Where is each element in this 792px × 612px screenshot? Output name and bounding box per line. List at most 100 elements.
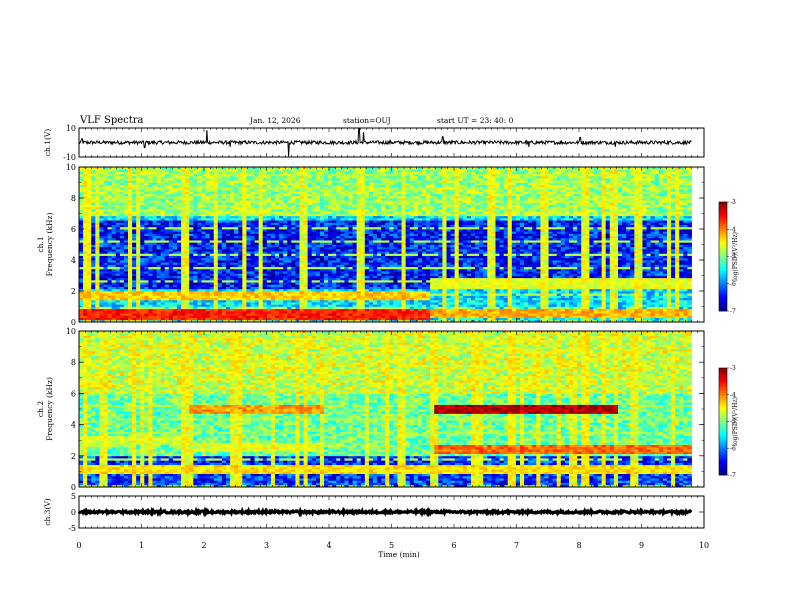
- ch1-spectrogram-panel: 0246810ch.1 Frequency (kHz): [36, 163, 704, 327]
- spectrogram-cell: [91, 207, 95, 210]
- spectrogram-cell: [271, 171, 275, 174]
- spectrogram-cell: [234, 233, 238, 236]
- spectrogram-cell: [316, 300, 320, 303]
- spectrogram-cell: [136, 284, 140, 287]
- spectrogram-cell: [259, 289, 263, 292]
- spectrogram-cell: [124, 269, 128, 272]
- spectrogram-cell: [226, 171, 230, 174]
- spectrogram-cell: [169, 222, 173, 225]
- spectrogram-cell: [202, 280, 206, 283]
- spectrogram-cell: [214, 202, 218, 205]
- spectrogram-cell: [173, 258, 177, 261]
- spectrogram-cell: [189, 233, 193, 236]
- spectrogram-cell: [349, 171, 353, 174]
- spectrogram-cell: [128, 238, 132, 241]
- spectrogram-cell: [206, 269, 210, 272]
- spectrogram-cell: [189, 196, 193, 199]
- spectrogram-cell: [275, 180, 279, 183]
- spectrogram-cell: [169, 315, 173, 318]
- spectrogram-cell: [353, 253, 357, 256]
- spectrogram-cell: [226, 233, 230, 236]
- spectrogram-cell: [206, 191, 210, 194]
- spectrogram-cell: [340, 187, 344, 190]
- spectrogram-cell: [104, 300, 108, 303]
- spectrogram-cell: [222, 207, 226, 210]
- spectrogram-cell: [316, 227, 320, 230]
- spectrogram-cell: [169, 171, 173, 174]
- spectrogram-cell: [132, 295, 136, 298]
- spectrogram-cell: [185, 284, 189, 287]
- spectrogram-cell: [291, 222, 295, 225]
- spectrogram-cell: [108, 222, 112, 225]
- spectrogram-cell: [295, 180, 299, 183]
- spectrogram-cell: [353, 304, 357, 307]
- spectrogram-cell: [291, 269, 295, 272]
- spectrogram-cell: [120, 233, 124, 236]
- spectrogram-cell: [136, 304, 140, 307]
- spectrogram-cell: [312, 311, 316, 314]
- header-station: station=OUJ: [343, 116, 391, 125]
- spectrogram-cell: [336, 280, 340, 283]
- spectrogram-cell: [279, 273, 283, 276]
- spectrogram-cell: [287, 300, 291, 303]
- spectrogram-cell: [140, 300, 144, 303]
- spectrogram-cell: [267, 253, 271, 256]
- spectrogram-cell: [108, 238, 112, 241]
- spectrogram-cell: [340, 289, 344, 292]
- spectrogram-cell: [349, 227, 353, 230]
- spectrogram-cell: [279, 258, 283, 261]
- spectrogram-cell: [124, 187, 128, 190]
- spectrogram-cell: [214, 218, 218, 221]
- spectrogram-cell: [238, 315, 242, 318]
- spectrogram-cell: [189, 315, 193, 318]
- spectrogram-cell: [83, 233, 87, 236]
- spectrogram-cell: [320, 171, 324, 174]
- spectrogram-cell: [267, 315, 271, 318]
- spectrogram-cell: [328, 227, 332, 230]
- spectrogram-cell: [120, 269, 124, 272]
- spectrogram-cell: [128, 273, 132, 276]
- spectrogram-cell: [124, 227, 128, 230]
- spectrogram-cell: [120, 273, 124, 276]
- spectrogram-cell: [259, 284, 263, 287]
- spectrogram-cell: [197, 289, 201, 292]
- spectrogram-cell: [349, 315, 353, 318]
- spectrogram-cell: [189, 264, 193, 267]
- spectrogram-cell: [320, 289, 324, 292]
- spectrogram-cell: [263, 222, 267, 225]
- spectrogram-cell: [193, 171, 197, 174]
- spectrogram-cell: [177, 227, 181, 230]
- spectrogram-cell: [99, 218, 103, 221]
- spectrogram-cell: [214, 227, 218, 230]
- spectrogram-cell: [153, 264, 157, 267]
- spectrogram-cell: [353, 176, 357, 179]
- spectrogram-cell: [267, 207, 271, 210]
- y-tick-label: 10: [66, 124, 76, 133]
- spectrogram-cell: [124, 273, 128, 276]
- spectrogram-cell: [197, 227, 201, 230]
- spectrogram-cell: [91, 238, 95, 241]
- spectrogram-cell: [165, 315, 169, 318]
- spectrogram-cell: [308, 295, 312, 298]
- spectrogram-cell: [275, 280, 279, 283]
- header-date: Jan. 12, 2026: [249, 116, 301, 125]
- spectrogram-cell: [340, 207, 344, 210]
- spectrogram-cell: [275, 207, 279, 210]
- spectrogram-cell: [148, 315, 152, 318]
- spectrogram-cell: [214, 211, 218, 214]
- spectrogram-cell: [112, 280, 116, 283]
- spectrogram-cell: [226, 176, 230, 179]
- spectrogram-cell: [161, 202, 165, 205]
- spectrogram-cell: [328, 264, 332, 267]
- spectrogram-cell: [136, 180, 140, 183]
- spectrogram-cell: [91, 253, 95, 256]
- spectrogram-cell: [210, 273, 214, 276]
- spectrogram-cell: [287, 269, 291, 272]
- spectrogram-cell: [202, 176, 206, 179]
- spectrogram-cell: [328, 273, 332, 276]
- spectrogram-cell: [275, 289, 279, 292]
- spectrogram-cell: [218, 218, 222, 221]
- spectrogram-cell: [251, 304, 255, 307]
- spectrogram-cell: [320, 211, 324, 214]
- spectrogram-cell: [357, 289, 361, 292]
